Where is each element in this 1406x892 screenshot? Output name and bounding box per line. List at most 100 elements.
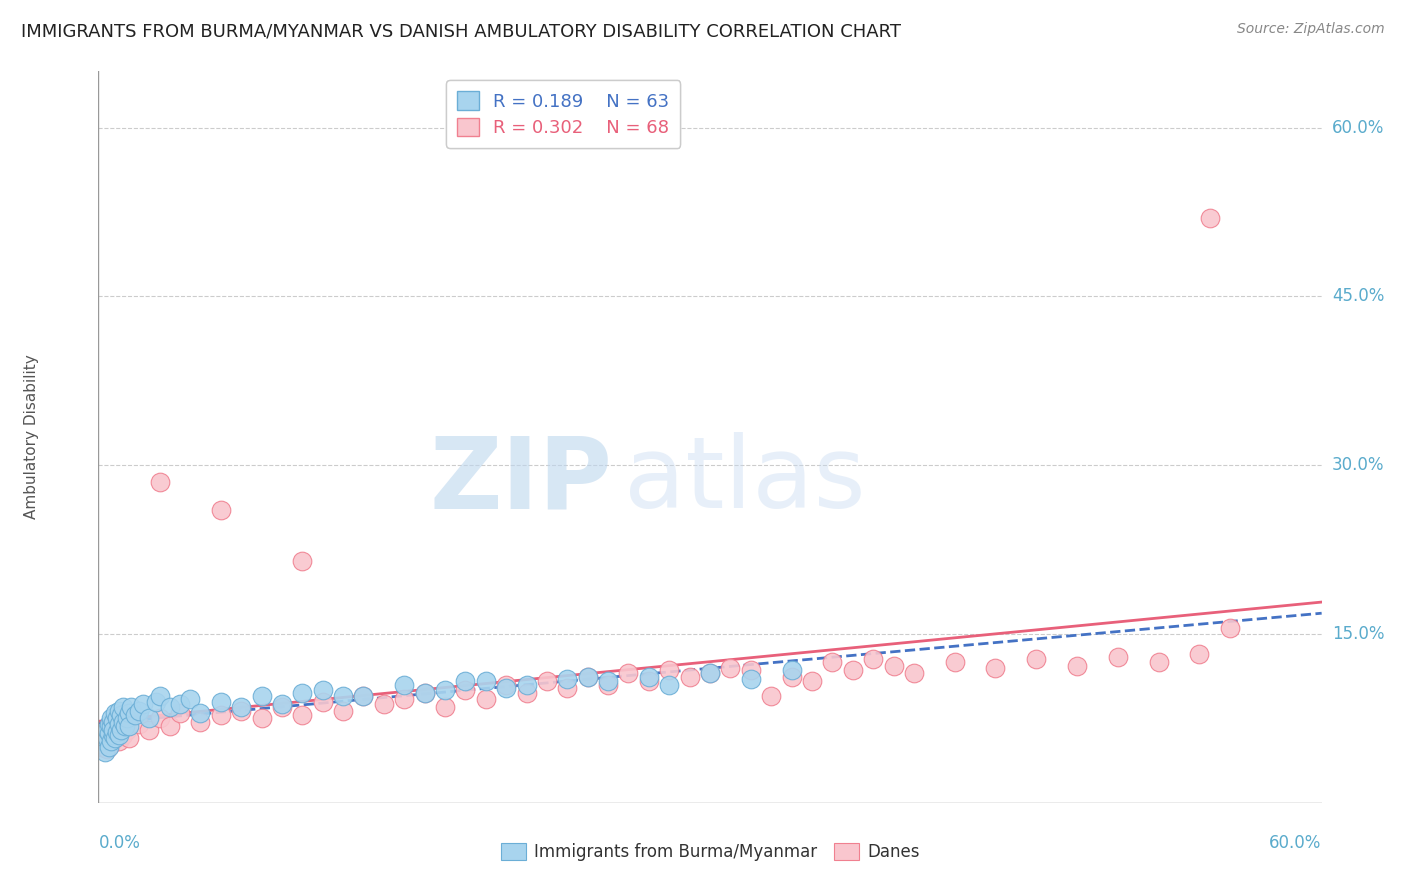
Text: 30.0%: 30.0% bbox=[1331, 456, 1385, 475]
Point bbox=[392, 678, 416, 692]
Point bbox=[145, 694, 167, 708]
Point bbox=[434, 683, 457, 698]
Text: 60.0%: 60.0% bbox=[1270, 834, 1322, 852]
Point bbox=[118, 731, 141, 745]
Point bbox=[105, 719, 128, 733]
Point bbox=[1198, 211, 1220, 225]
Point bbox=[1188, 647, 1211, 661]
Point bbox=[250, 711, 273, 725]
Point bbox=[291, 685, 314, 699]
Point bbox=[536, 674, 558, 689]
Point bbox=[111, 728, 134, 742]
Point bbox=[159, 719, 181, 733]
Point bbox=[474, 674, 498, 689]
Point bbox=[761, 689, 783, 703]
Point bbox=[101, 728, 124, 742]
Point bbox=[903, 666, 925, 681]
Point bbox=[115, 711, 138, 725]
Point bbox=[100, 723, 122, 737]
Point bbox=[108, 734, 131, 748]
Point bbox=[97, 717, 120, 731]
Point bbox=[96, 741, 118, 756]
Point bbox=[862, 652, 884, 666]
Point bbox=[332, 689, 354, 703]
Point bbox=[101, 717, 124, 731]
Point bbox=[118, 706, 141, 720]
Point bbox=[250, 689, 273, 703]
Point bbox=[149, 475, 172, 489]
Point bbox=[291, 708, 314, 723]
Point bbox=[209, 694, 232, 708]
Point bbox=[270, 700, 294, 714]
Point bbox=[97, 739, 120, 754]
Point bbox=[780, 663, 803, 677]
Point bbox=[821, 655, 844, 669]
Point bbox=[352, 689, 374, 703]
Point bbox=[1107, 649, 1129, 664]
Text: Ambulatory Disability: Ambulatory Disability bbox=[24, 355, 38, 519]
Point bbox=[169, 697, 191, 711]
Point bbox=[104, 726, 127, 740]
Point bbox=[474, 692, 498, 706]
Point bbox=[780, 670, 803, 684]
Point bbox=[312, 683, 335, 698]
Point bbox=[124, 708, 146, 723]
Text: 0.0%: 0.0% bbox=[98, 834, 141, 852]
Point bbox=[598, 674, 620, 689]
Point bbox=[138, 723, 160, 737]
Point bbox=[128, 717, 150, 731]
Point bbox=[495, 678, 517, 692]
Point bbox=[159, 700, 181, 714]
Point bbox=[110, 708, 132, 723]
Point bbox=[352, 689, 374, 703]
Point bbox=[454, 674, 477, 689]
Point bbox=[841, 663, 863, 677]
Point bbox=[718, 661, 742, 675]
Point bbox=[108, 704, 131, 718]
Point bbox=[658, 663, 681, 677]
Point bbox=[883, 658, 905, 673]
Point bbox=[413, 685, 436, 699]
Text: IMMIGRANTS FROM BURMA/MYANMAR VS DANISH AMBULATORY DISABILITY CORRELATION CHART: IMMIGRANTS FROM BURMA/MYANMAR VS DANISH … bbox=[21, 22, 901, 40]
Text: atlas: atlas bbox=[624, 433, 866, 530]
Point bbox=[105, 725, 128, 739]
Point bbox=[373, 697, 395, 711]
Point bbox=[495, 681, 517, 695]
Point bbox=[93, 728, 115, 742]
Point bbox=[516, 678, 538, 692]
Point bbox=[104, 731, 127, 745]
Point bbox=[100, 711, 122, 725]
Point bbox=[128, 704, 150, 718]
Point bbox=[96, 731, 118, 745]
Point bbox=[801, 674, 824, 689]
Text: 15.0%: 15.0% bbox=[1331, 625, 1385, 643]
Text: 60.0%: 60.0% bbox=[1331, 119, 1385, 136]
Point bbox=[740, 672, 762, 686]
Point bbox=[104, 706, 127, 720]
Point bbox=[149, 711, 172, 725]
Point bbox=[100, 719, 122, 733]
Point bbox=[679, 670, 702, 684]
Point bbox=[270, 697, 294, 711]
Point bbox=[209, 503, 232, 517]
Point bbox=[101, 723, 124, 737]
Point bbox=[392, 692, 416, 706]
Point bbox=[114, 719, 136, 733]
Point bbox=[93, 734, 115, 748]
Point bbox=[699, 666, 721, 681]
Point bbox=[332, 704, 354, 718]
Point bbox=[91, 734, 114, 748]
Point bbox=[188, 714, 212, 729]
Point bbox=[454, 683, 477, 698]
Point bbox=[110, 723, 132, 737]
Point bbox=[576, 670, 599, 684]
Point bbox=[291, 554, 314, 568]
Point bbox=[740, 663, 762, 677]
Point bbox=[108, 728, 131, 742]
Point bbox=[111, 714, 134, 729]
Point bbox=[93, 745, 115, 759]
Point bbox=[658, 678, 681, 692]
Point bbox=[101, 714, 124, 729]
Point bbox=[637, 674, 661, 689]
Point bbox=[637, 670, 661, 684]
